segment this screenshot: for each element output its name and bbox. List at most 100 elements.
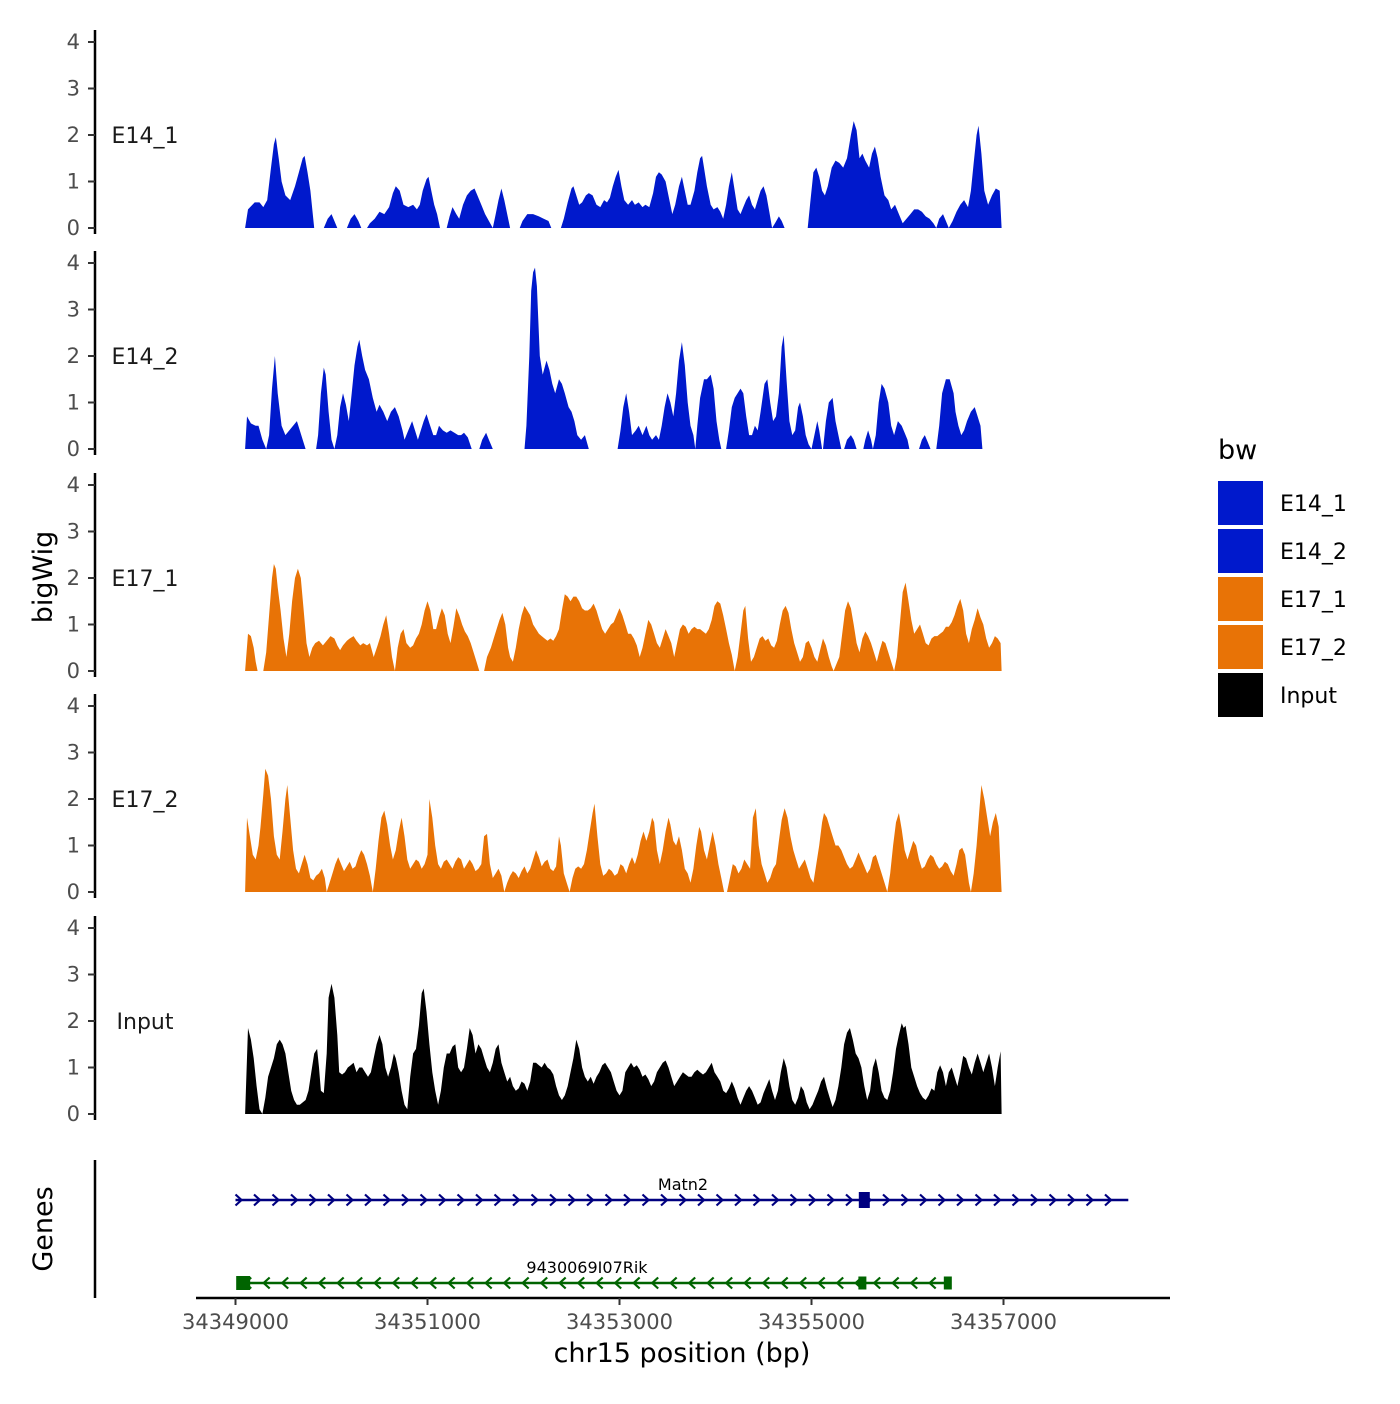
gene-exon [858, 1192, 870, 1208]
y-tick-label: 4 [67, 30, 80, 54]
track-e17-1: 0 1 2 3 4 E17_1 [67, 473, 1002, 683]
track-input: 0 1 2 3 4 Input [67, 916, 1002, 1126]
strand-arrow-icon [715, 1193, 725, 1207]
strand-arrow-icon [678, 1193, 688, 1207]
track-e14-1: 0 1 2 3 4 E14_1 [67, 30, 1002, 240]
strand-arrow-icon [660, 1193, 669, 1207]
strand-arrow-icon [271, 1193, 281, 1207]
strand-arrow-icon [900, 1193, 910, 1207]
y-tick-label: 4 [67, 251, 80, 275]
y-tick-label: 0 [67, 1102, 80, 1126]
gene-exon [943, 1276, 952, 1290]
strand-arrow-icon [391, 1276, 400, 1290]
strand-arrow-icon [669, 1276, 678, 1290]
strand-arrow-icon [743, 1276, 752, 1290]
y-tick-label: 0 [67, 216, 80, 240]
x-axis-title: chr15 position (bp) [554, 1338, 811, 1369]
x-tick-label: 34355000 [758, 1310, 865, 1334]
strand-arrow-icon [974, 1193, 984, 1207]
legend-item-e14-1: E14_1 [1218, 481, 1347, 525]
strand-arrow-icon [549, 1193, 558, 1207]
strand-arrow-icon [789, 1193, 799, 1207]
strand-arrow-icon [401, 1193, 410, 1207]
strand-arrow-icon [336, 1276, 345, 1290]
coverage-area [245, 983, 1002, 1114]
y-tick-label: 1 [67, 170, 80, 194]
strand-arrow-icon [687, 1276, 696, 1290]
genes-axis-title: Genes [28, 1186, 59, 1271]
gene-exon [858, 1276, 867, 1290]
track-e14-2: 0 1 2 3 4 E14_2 [67, 251, 983, 461]
strand-arrow-icon [280, 1276, 289, 1290]
legend-swatch [1218, 673, 1263, 717]
x-tick-label: 34353000 [566, 1310, 673, 1334]
strand-arrow-icon [697, 1193, 706, 1207]
strand-arrow-icon [456, 1193, 466, 1207]
y-tick-label: 1 [67, 1056, 80, 1080]
strand-arrow-icon [373, 1276, 382, 1290]
strand-arrow-icon [613, 1276, 622, 1290]
y-tick-label: 2 [67, 123, 80, 147]
strand-arrow-icon [345, 1193, 355, 1207]
y-tick-label: 4 [67, 694, 80, 718]
strand-arrow-icon [475, 1193, 484, 1207]
legend-label: E17_2 [1280, 636, 1347, 661]
strand-arrow-icon [761, 1276, 770, 1290]
strand-arrow-icon [428, 1276, 437, 1290]
strand-arrow-icon [798, 1276, 807, 1290]
track-e17-2: 0 1 2 3 4 E17_2 [67, 694, 1002, 904]
strand-arrow-icon [604, 1193, 614, 1207]
strand-arrow-icon [1104, 1193, 1113, 1207]
strand-arrow-icon [327, 1193, 336, 1207]
y-tick-label: 2 [67, 344, 80, 368]
legend-label: Input [1280, 684, 1337, 709]
y-tick-label: 4 [67, 916, 80, 940]
track-label: Input [117, 1010, 174, 1035]
y-tick-label: 3 [67, 77, 80, 101]
strand-arrow-icon [808, 1193, 817, 1207]
x-tick-label: 34351000 [374, 1310, 481, 1334]
gene-label: 9430069I07Rik [526, 1258, 648, 1277]
strand-arrow-icon [919, 1193, 928, 1207]
y-tick-label: 4 [67, 473, 80, 497]
legend-title: bw [1218, 435, 1257, 466]
legend-item-e17-1: E17_1 [1218, 577, 1347, 621]
legend-swatch [1218, 529, 1263, 573]
gene-matn2: Matn2 [234, 1175, 1129, 1208]
y-axis-title: bigWig [28, 531, 59, 624]
strand-arrow-icon [493, 1193, 503, 1207]
strand-arrow-icon [308, 1193, 318, 1207]
strand-arrow-icon [558, 1276, 567, 1290]
y-tick-label: 2 [67, 566, 80, 590]
y-tick-label: 2 [67, 787, 80, 811]
strand-arrow-icon [521, 1276, 530, 1290]
legend-swatch [1218, 481, 1263, 525]
strand-arrow-icon [706, 1276, 715, 1290]
y-tick-label: 0 [67, 437, 80, 461]
strand-arrow-icon [586, 1193, 595, 1207]
strand-arrow-icon [891, 1276, 900, 1290]
strand-arrow-icon [576, 1276, 585, 1290]
strand-arrow-icon [771, 1193, 780, 1207]
y-tick-label: 1 [67, 391, 80, 415]
legend-item-e17-2: E17_2 [1218, 625, 1347, 669]
strand-arrow-icon [502, 1276, 511, 1290]
strand-arrow-icon [567, 1193, 577, 1207]
x-tick-label: 34357000 [950, 1310, 1057, 1334]
legend-item-e14-2: E14_2 [1218, 529, 1347, 573]
strand-arrow-icon [419, 1193, 429, 1207]
strand-arrow-icon [382, 1193, 392, 1207]
strand-arrow-icon [512, 1193, 521, 1207]
strand-arrow-icon [1030, 1193, 1039, 1207]
strand-arrow-icon [623, 1193, 632, 1207]
strand-arrow-icon [484, 1276, 493, 1290]
strand-arrow-icon [835, 1276, 844, 1290]
coverage-area [245, 768, 1002, 892]
y-tick-label: 0 [67, 659, 80, 683]
legend-item-input: Input [1218, 673, 1337, 717]
strand-arrow-icon [882, 1193, 891, 1207]
x-axis: chr15 position (bp) 34349000 34351000 3435… [182, 1296, 1170, 1369]
strand-arrow-icon [465, 1276, 474, 1290]
